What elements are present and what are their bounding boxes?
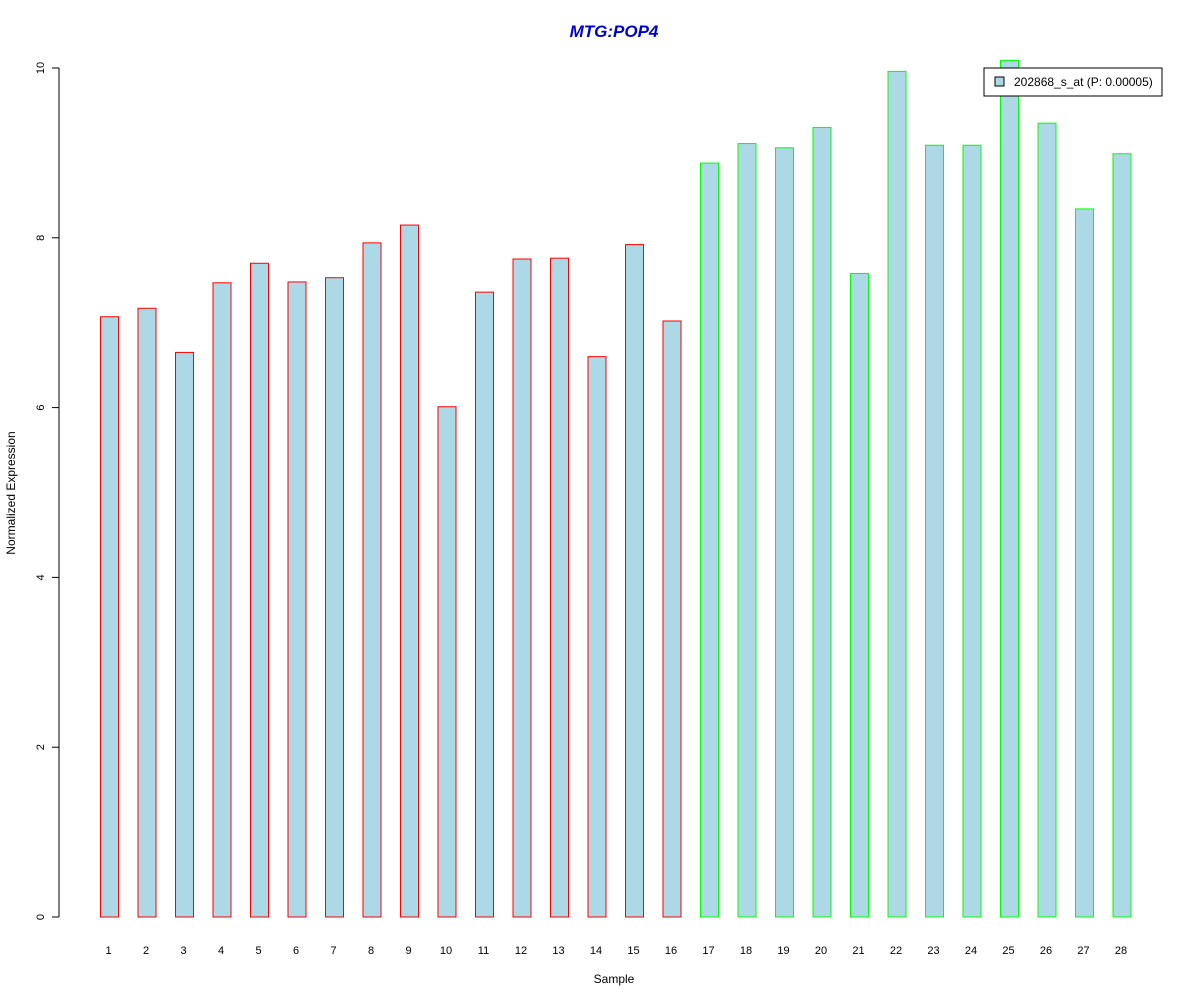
x-tick-label: 20 — [815, 945, 827, 957]
x-tick-label: 18 — [740, 945, 752, 957]
x-tick-label: 15 — [627, 945, 639, 957]
bar — [250, 262, 269, 918]
x-tick-label: 7 — [330, 945, 336, 957]
x-tick-label: 1 — [105, 945, 111, 957]
x-tick-label: 22 — [890, 945, 902, 957]
legend-label: 202868_s_at (P: 0.00005) — [1014, 75, 1153, 89]
y-tick-label: 8 — [35, 235, 47, 241]
y-tick-label: 2 — [35, 744, 47, 750]
bar — [400, 224, 419, 918]
bar — [587, 356, 607, 918]
bar — [925, 144, 944, 918]
legend-swatch — [994, 76, 1005, 87]
x-tick-label: 27 — [1077, 945, 1089, 957]
x-tick-label: 17 — [702, 945, 714, 957]
bar — [475, 291, 494, 918]
y-tick-label: 4 — [35, 574, 47, 580]
bar — [550, 257, 569, 918]
bar — [1075, 208, 1094, 918]
x-tick-label: 11 — [478, 945, 489, 957]
x-tick-label: 3 — [180, 945, 186, 957]
legend: 202868_s_at (P: 0.00005) — [983, 67, 1163, 97]
bar — [137, 307, 157, 918]
x-tick-label: 12 — [515, 945, 527, 957]
bar — [700, 162, 719, 918]
bar — [887, 70, 907, 918]
x-tick-label: 8 — [368, 945, 374, 957]
x-tick-label: 23 — [927, 945, 939, 957]
bar — [737, 143, 757, 918]
bar — [362, 242, 382, 918]
bar — [1037, 122, 1057, 918]
bar — [812, 126, 832, 918]
x-tick-label: 5 — [255, 945, 261, 957]
y-axis: 0 2 4 6 8 10 — [35, 62, 60, 920]
bar — [1000, 59, 1019, 918]
bar — [212, 282, 232, 918]
y-tick-label: 0 — [35, 914, 47, 920]
x-tick-label: 13 — [552, 945, 564, 957]
bar — [625, 244, 644, 918]
bar — [325, 277, 344, 918]
bar — [175, 351, 194, 918]
bar — [662, 320, 682, 918]
x-tick-label: 16 — [665, 945, 677, 957]
bar — [962, 144, 982, 918]
chart-title: MTG:POP4 — [570, 22, 659, 41]
x-tick-label: 2 — [143, 945, 149, 957]
legend-box — [983, 67, 1163, 97]
bar — [512, 258, 532, 918]
x-axis-label: Sample — [594, 972, 635, 986]
x-tick-label: 26 — [1040, 945, 1052, 957]
bar — [287, 281, 307, 918]
x-tick-label: 4 — [218, 945, 224, 957]
bar — [850, 272, 869, 918]
bar — [100, 316, 119, 918]
x-tick-label: 10 — [440, 945, 452, 957]
x-tick-label: 14 — [590, 945, 602, 957]
y-tick-label: 10 — [35, 62, 47, 74]
x-tick-label: 25 — [1002, 945, 1014, 957]
x-tick-label: 9 — [405, 945, 411, 957]
x-tick-label: 21 — [852, 945, 864, 957]
x-tick-label: 6 — [293, 945, 299, 957]
y-tick-label: 6 — [35, 405, 47, 411]
bars — [100, 59, 1132, 918]
x-tick-label: 24 — [965, 945, 977, 957]
bar — [775, 147, 794, 918]
x-tick-label: 28 — [1115, 945, 1127, 957]
x-tick-label: 19 — [777, 945, 789, 957]
bar — [1112, 153, 1132, 918]
bar — [437, 406, 457, 918]
x-tick-labels: 1 2 3 4 5 6 7 8 9 10 11 12 13 14 15 16 17 18 19 20 21 22 23 24 2… — [105, 945, 1127, 957]
y-axis-label: Normalized Expression — [4, 431, 18, 554]
